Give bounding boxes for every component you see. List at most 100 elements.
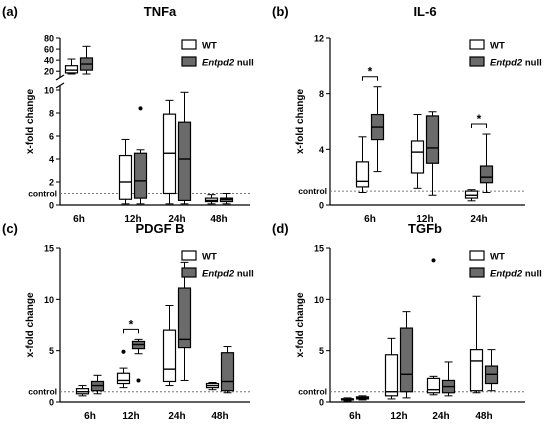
box-entpd2-null-2-iqr-box xyxy=(177,121,192,201)
y-tick-label: 10 xyxy=(44,295,54,305)
y-tick-label: 10 xyxy=(44,86,54,96)
y-tick-label: 2 xyxy=(49,178,54,188)
legend-swatch-wt xyxy=(181,39,197,50)
y-tick-label: 80 xyxy=(44,34,54,44)
y-axis-label: x-fold change xyxy=(25,89,36,154)
box-entpd2-null-1-outlier-0 xyxy=(136,378,141,383)
panel-tgfb: (d) TGFb 0 5 10 15 x-fold change control 6h 12h 24… xyxy=(272,221,542,422)
legend-swatch-entpd2-null xyxy=(181,267,197,278)
panel-label: (b) xyxy=(272,4,289,19)
box-wt-1-iqr-box xyxy=(116,372,131,385)
legend-label-text: WT xyxy=(202,41,217,52)
legend-label-italic: Entpd2 xyxy=(202,58,235,69)
x-tick-label-12h: 12h xyxy=(124,214,141,225)
box-entpd2-null-2-iqr-box xyxy=(177,287,192,349)
panel-title: TNFa xyxy=(144,4,177,19)
y-tick-label: 10 xyxy=(314,295,324,305)
y-axis-label: x-fold change xyxy=(295,89,306,154)
legend-label-italic: Entpd2 xyxy=(202,269,235,280)
panel-title: TGFb xyxy=(408,221,442,236)
significance-star: * xyxy=(129,317,134,331)
panel-il-6: (b) IL-6 0 4 8 12 x-fold change control 6h 12h 24h… xyxy=(272,4,542,225)
x-tick-label-6h: 6h xyxy=(364,214,376,225)
box-entpd2-null-1-iqr-box xyxy=(425,115,440,164)
legend-label-text: null xyxy=(522,269,542,280)
legend-label-italic: Entpd2 xyxy=(490,269,523,280)
significance-star: * xyxy=(368,65,373,79)
box-wt-1-iqr-box xyxy=(118,154,133,200)
panel-label: (d) xyxy=(272,221,289,236)
legend-label-wt: WT xyxy=(202,41,217,52)
legend-label-entpd2-null: Entpd2 null xyxy=(490,58,542,69)
y-tick-label: 0 xyxy=(319,201,324,211)
x-tick-label-24h: 24h xyxy=(470,214,487,225)
box-entpd2-null-1-iqr-box xyxy=(399,327,414,393)
box-wt-2-iqr-box xyxy=(426,377,441,394)
box-wt-2-outlier-0 xyxy=(431,258,436,263)
legend-swatch-entpd2-null xyxy=(469,267,485,278)
y-tick-label: 6 xyxy=(49,132,54,142)
legend-label-text: WT xyxy=(490,252,505,263)
legend-swatch-wt xyxy=(181,250,197,261)
y-tick-label: 5 xyxy=(49,346,54,356)
control-label: control xyxy=(28,189,57,199)
x-tick-label-12h: 12h xyxy=(122,411,139,422)
legend-label-text: null xyxy=(234,58,254,69)
y-tick-label: 15 xyxy=(44,244,54,254)
legend-label-text: null xyxy=(234,269,254,280)
legend-label-italic: Entpd2 xyxy=(490,58,523,69)
panel-label: (a) xyxy=(2,4,18,19)
legend-swatch-wt xyxy=(469,250,485,261)
y-tick-label: 0 xyxy=(49,201,54,211)
box-wt-0-iqr-box xyxy=(64,65,79,74)
panel-label: (c) xyxy=(2,221,18,236)
y-tick-label: 40 xyxy=(44,56,54,66)
x-tick-label-48h: 48h xyxy=(475,411,492,422)
panel-title: IL-6 xyxy=(413,4,436,19)
legend-label-wt: WT xyxy=(490,41,505,52)
legend-label-text: WT xyxy=(202,252,217,263)
box-wt-1-iqr-box xyxy=(410,140,425,174)
y-tick-label: 12 xyxy=(314,34,324,44)
x-tick-label-48h: 48h xyxy=(210,214,227,225)
x-tick-label-6h: 6h xyxy=(349,411,361,422)
x-tick-label-24h: 24h xyxy=(168,411,185,422)
box-wt-3-iqr-box xyxy=(469,349,484,392)
x-tick-label-12h: 12h xyxy=(390,411,407,422)
x-tick-label-12h: 12h xyxy=(416,214,433,225)
axis-break-mark xyxy=(55,74,65,81)
panel-pdgf-b: (c) PDGF B 0 5 10 15 x-fold change control 6h 12h… xyxy=(2,221,254,422)
x-tick-label-6h: 6h xyxy=(73,214,85,225)
significance-bracket xyxy=(362,76,378,81)
legend-swatch-wt xyxy=(469,39,485,50)
control-label: control xyxy=(28,387,57,397)
y-tick-label: 60 xyxy=(44,45,54,55)
legend-label-text: null xyxy=(522,58,542,69)
legend-label-text: WT xyxy=(490,41,505,52)
x-tick-label-6h: 6h xyxy=(84,411,96,422)
legend-label-entpd2-null: Entpd2 null xyxy=(202,58,254,69)
y-axis-label: x-fold change xyxy=(25,292,36,357)
box-wt-1-iqr-box xyxy=(384,354,399,397)
significance-bracket xyxy=(471,123,487,129)
y-axis-label: x-fold change xyxy=(295,292,306,357)
y-tick-label: 15 xyxy=(314,244,324,254)
y-tick-label: 0 xyxy=(319,398,324,408)
box-wt-1-outlier-0 xyxy=(121,349,126,354)
x-tick-label-48h: 48h xyxy=(211,411,228,422)
legend-swatch-entpd2-null xyxy=(469,56,485,67)
y-tick-label: 8 xyxy=(319,89,324,99)
box-entpd2-null-3-iqr-box xyxy=(220,352,235,392)
legend-label-entpd2-null: Entpd2 null xyxy=(490,269,542,280)
control-label: control xyxy=(298,186,327,196)
y-tick-label: 0 xyxy=(49,398,54,408)
y-tick-label: 4 xyxy=(319,145,324,155)
y-tick-label: 5 xyxy=(319,346,324,356)
legend-swatch-entpd2-null xyxy=(181,56,197,67)
box-entpd2-null-2-iqr-box xyxy=(479,165,494,184)
significance-bracket xyxy=(123,328,139,334)
control-label: control xyxy=(298,387,327,397)
y-tick-label: 8 xyxy=(49,109,54,119)
x-tick-label-24h: 24h xyxy=(168,214,185,225)
